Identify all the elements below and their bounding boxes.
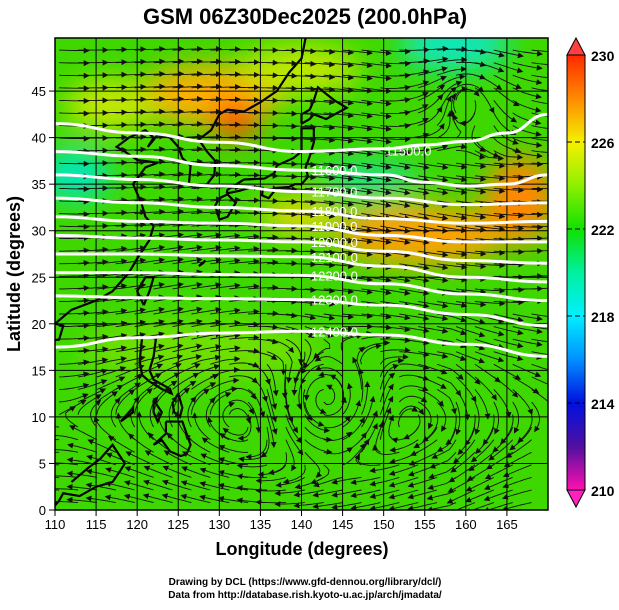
colorbar-scale xyxy=(567,55,585,490)
x-tick-label: 155 xyxy=(414,517,436,532)
contour-label: 12300.0 xyxy=(311,293,358,308)
x-tick-label: 135 xyxy=(250,517,272,532)
y-axis-label: Latitude (degrees) xyxy=(4,196,24,352)
y-tick-label: 10 xyxy=(32,410,46,425)
x-tick-label: 160 xyxy=(455,517,477,532)
colorbar-tick-label: 222 xyxy=(591,222,615,238)
contour-label: 12100.0 xyxy=(311,250,358,265)
y-tick-label: 15 xyxy=(32,363,46,378)
y-tick-label: 30 xyxy=(32,224,46,239)
contour-label: 11700.0 xyxy=(311,185,357,200)
y-tick-label: 35 xyxy=(32,177,46,192)
y-tick-label: 45 xyxy=(32,84,46,99)
x-tick-label: 130 xyxy=(208,517,230,532)
plot-area: 11500.0 11600.0 11700.0 11800.011900.012000… xyxy=(14,20,561,514)
y-tick-label: 20 xyxy=(32,317,46,332)
x-tick-label: 110 xyxy=(45,517,66,532)
colorbar-min-triangle xyxy=(567,490,585,507)
contour-label: 12000.0 xyxy=(311,235,358,250)
y-tick-label: 40 xyxy=(32,131,46,146)
x-tick-label: 125 xyxy=(167,517,189,532)
chart-title: GSM 06Z30Dec2025 (200.0hPa) xyxy=(143,4,467,29)
contour-label: 12400.0 xyxy=(311,324,358,339)
x-axis-label: Longitude (degrees) xyxy=(215,539,388,559)
colorbar-tick-label: 226 xyxy=(591,135,615,151)
credit-line-1: Drawing by DCL (https://www.gfd-dennou.o… xyxy=(169,577,442,588)
x-tick-label: 120 xyxy=(126,517,148,532)
y-tick-label: 0 xyxy=(39,503,46,518)
colorbar-tick-label: 218 xyxy=(591,309,615,325)
x-tick-label: 165 xyxy=(496,517,518,532)
y-tick-label: 5 xyxy=(39,456,46,471)
contour-label: 11800.0 xyxy=(311,204,357,219)
colorbar-tick-label: 214 xyxy=(591,396,615,412)
x-tick-label: 145 xyxy=(332,517,354,532)
x-axis-ticks: 110 115 120 125 130 135 140 145 150 155 160 165 xyxy=(45,510,518,532)
x-tick-label: 150 xyxy=(373,517,395,532)
y-tick-label: 25 xyxy=(32,270,46,285)
credit-line-2: Data from http://database.rish.kyoto-u.a… xyxy=(168,590,442,601)
colorbar-tick-label: 210 xyxy=(591,483,615,499)
contour-label: 11500.0 xyxy=(385,144,431,159)
x-tick-label: 140 xyxy=(291,517,313,532)
x-tick-label: 115 xyxy=(86,517,107,532)
y-axis-ticks: 0 5 10 15 20 25 30 35 40 45 xyxy=(32,84,55,518)
colorbar: 230 226 222 218 214 210 xyxy=(567,38,615,507)
contour-label: 11900.0 xyxy=(311,219,357,234)
colorbar-tick-label: 230 xyxy=(591,48,615,64)
colorbar-max-triangle xyxy=(567,38,585,55)
contour-label: 12200.0 xyxy=(311,268,358,283)
contour-label: 11600.0 xyxy=(311,163,357,178)
